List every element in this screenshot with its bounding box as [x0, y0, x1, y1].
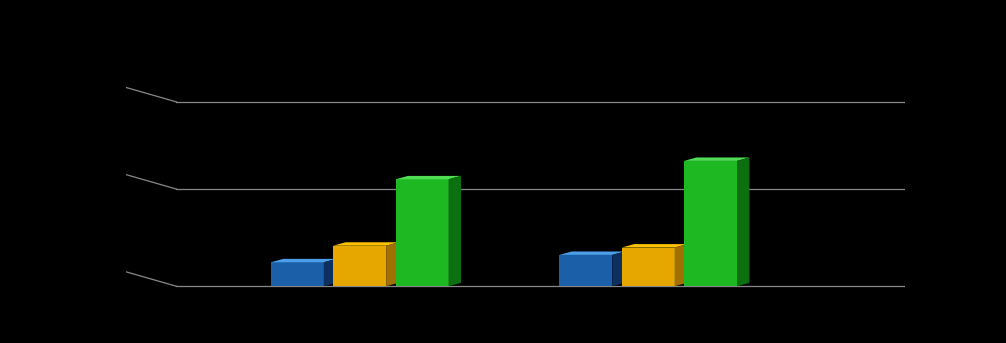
Polygon shape: [675, 244, 687, 286]
Polygon shape: [271, 259, 336, 262]
Polygon shape: [622, 248, 675, 286]
Polygon shape: [395, 179, 449, 286]
Polygon shape: [737, 157, 749, 286]
Polygon shape: [684, 161, 737, 286]
Polygon shape: [449, 176, 461, 286]
Polygon shape: [333, 246, 386, 286]
Polygon shape: [622, 244, 687, 248]
Polygon shape: [613, 251, 625, 286]
Polygon shape: [395, 176, 461, 179]
Polygon shape: [386, 242, 398, 286]
Polygon shape: [559, 251, 625, 255]
Polygon shape: [271, 262, 324, 286]
Polygon shape: [324, 259, 336, 286]
Polygon shape: [559, 255, 613, 286]
Polygon shape: [684, 157, 749, 161]
Polygon shape: [333, 242, 398, 246]
